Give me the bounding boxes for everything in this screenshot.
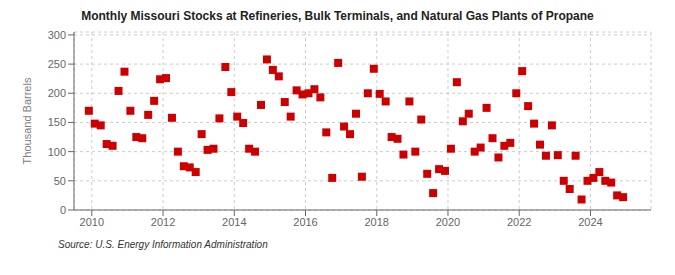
svg-text:0: 0 [60,204,66,216]
html-text:Monthly Missouri Stocks at Ref: Monthly Missouri Stocks at Refineries, B… [81,9,594,23]
svg-text:2022: 2022 [507,216,531,228]
svg-text:150: 150 [48,116,66,128]
svg-text:200: 200 [48,87,66,99]
html-text:Source: U.S. Energy Informatio: Source: U.S. Energy Information Administ… [58,239,268,250]
svg-text:2014: 2014 [222,216,246,228]
svg-text:50: 50 [54,175,66,187]
svg-text:2020: 2020 [436,216,460,228]
svg-text:2024: 2024 [578,216,602,228]
svg-text:2016: 2016 [293,216,317,228]
svg-text:Thousand Barrels: Thousand Barrels [21,77,33,164]
svg-text:100: 100 [48,146,66,158]
svg-text:250: 250 [48,58,66,70]
svg-text:2010: 2010 [80,216,104,228]
svg-text:300: 300 [48,29,66,41]
svg-text:2018: 2018 [365,216,389,228]
svg-text:2012: 2012 [151,216,175,228]
